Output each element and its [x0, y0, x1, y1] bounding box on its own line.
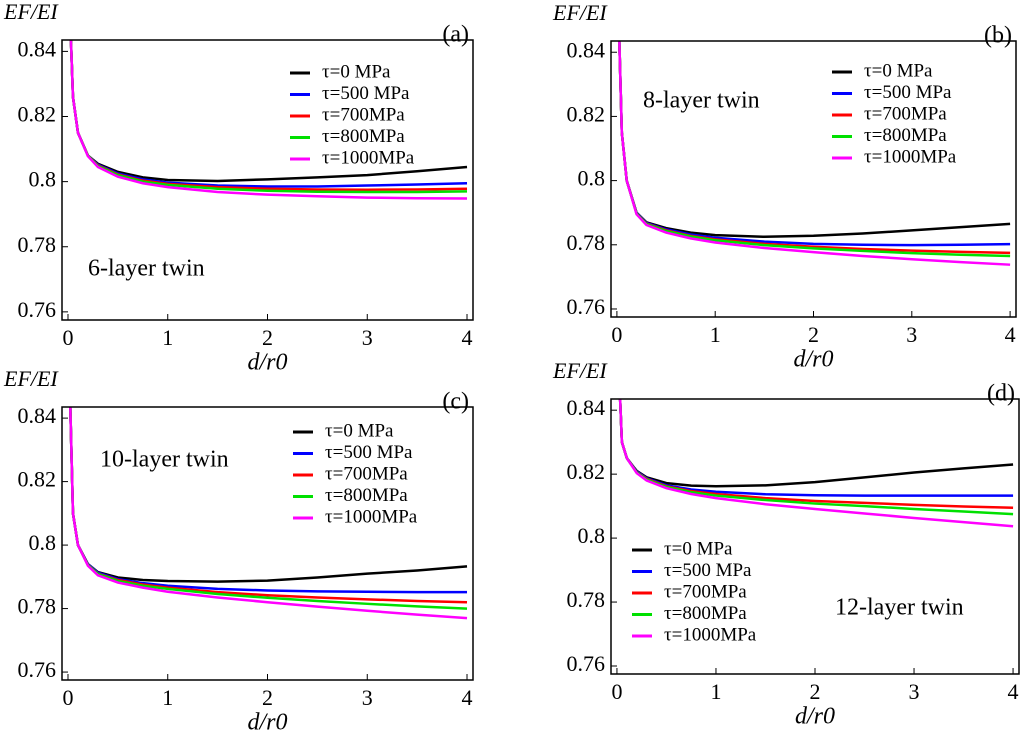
y-axis-label: EF/EI — [3, 366, 59, 391]
axes-frame — [61, 406, 474, 681]
y-axis-label: EF/EI — [552, 358, 608, 383]
line-series — [69, 407, 468, 620]
legend-label: τ=800MPa — [864, 125, 947, 146]
y-tick-label: 0.8 — [29, 167, 57, 192]
y-tick-label: 0.84 — [567, 395, 606, 420]
y-tick-label: 0.8 — [578, 166, 606, 191]
y-tick-label: 0.76 — [18, 657, 57, 682]
annotation: 8-layer twin — [643, 88, 760, 114]
y-tick-label: 0.8 — [578, 523, 606, 548]
x-tick-label: 3 — [362, 325, 373, 350]
axes-frame — [61, 39, 474, 321]
legend-label: τ=0 MPa — [864, 60, 933, 81]
annotation: 12-layer twin — [835, 595, 964, 621]
legend-label: τ=500 MPa — [322, 83, 410, 104]
line-series — [69, 40, 468, 200]
line-series — [618, 41, 1011, 258]
y-tick-label: 0.82 — [567, 459, 606, 484]
x-tick-label: 2 — [808, 322, 819, 347]
x-tick-label: 2 — [262, 325, 273, 350]
y-tick-label: 0.84 — [18, 36, 57, 61]
x-tick-label: 4 — [462, 325, 473, 350]
x-tick-label: 4 — [1005, 322, 1016, 347]
legend-label: τ=1000MPa — [864, 146, 957, 167]
x-tick-label: 1 — [710, 679, 721, 704]
x-tick-label: 4 — [462, 685, 473, 710]
legend-label: τ=800MPa — [325, 485, 408, 506]
panel-label: (d) — [987, 381, 1015, 407]
panel-label: (c) — [442, 389, 469, 415]
y-axis-label: EF/EI — [552, 0, 608, 25]
legend-label: τ=0 MPa — [664, 538, 733, 559]
line-series — [618, 41, 1011, 266]
line-series — [618, 41, 1011, 255]
plot-area — [618, 41, 1011, 266]
plot-area — [618, 399, 1014, 528]
x-tick-label: 3 — [362, 685, 373, 710]
y-tick-label: 0.82 — [18, 467, 57, 492]
legend-label: τ=500 MPa — [664, 560, 752, 581]
legend-label: τ=800MPa — [322, 126, 405, 147]
line-series — [618, 41, 1011, 239]
annotation: 6-layer twin — [88, 256, 205, 282]
plot-area — [69, 40, 468, 200]
legend-label: τ=700MPa — [864, 103, 947, 124]
x-tick-label: 2 — [810, 679, 821, 704]
x-axis-label: d/r0 — [247, 350, 287, 376]
x-tick-label: 1 — [162, 325, 173, 350]
y-tick-label: 0.82 — [18, 102, 57, 127]
y-tick-label: 0.76 — [567, 294, 606, 319]
line-series — [618, 41, 1011, 247]
legend-label: τ=700MPa — [322, 104, 405, 125]
legend-label: τ=1000MPa — [325, 506, 418, 527]
line-series — [618, 399, 1014, 528]
x-tick-label: 0 — [62, 325, 73, 350]
y-tick-label: 0.78 — [18, 232, 57, 257]
x-axis-label: d/r0 — [795, 704, 835, 730]
legend-label: τ=1000MPa — [322, 147, 415, 168]
legend-label: τ=700MPa — [664, 581, 747, 602]
x-tick-label: 2 — [262, 685, 273, 710]
plot-area — [69, 407, 468, 620]
x-tick-label: 3 — [906, 322, 917, 347]
legend-label: τ=500 MPa — [325, 442, 413, 463]
x-tick-label: 1 — [162, 685, 173, 710]
legend-label: τ=700MPa — [325, 463, 408, 484]
y-tick-label: 0.84 — [18, 403, 57, 428]
x-tick-label: 3 — [909, 679, 920, 704]
annotation: 10-layer twin — [100, 447, 229, 473]
legend-label: τ=1000MPa — [664, 624, 757, 645]
y-axis-label: EF/EI — [3, 0, 59, 24]
legend-label: τ=800MPa — [664, 603, 747, 624]
legend-label: τ=0 MPa — [322, 61, 391, 82]
x-tick-label: 0 — [611, 679, 622, 704]
y-tick-label: 0.76 — [18, 297, 57, 322]
x-tick-label: 0 — [611, 322, 622, 347]
panel-label: (a) — [442, 22, 469, 48]
y-tick-label: 0.84 — [567, 37, 606, 62]
x-axis-label: d/r0 — [247, 710, 287, 736]
legend-label: τ=500 MPa — [864, 82, 952, 103]
x-tick-label: 0 — [62, 685, 73, 710]
x-tick-label: 4 — [1008, 679, 1019, 704]
x-axis-label: d/r0 — [793, 347, 833, 373]
legend-label: τ=0 MPa — [325, 420, 394, 441]
y-tick-label: 0.8 — [29, 530, 57, 555]
axes-frame — [610, 40, 1017, 318]
y-tick-label: 0.78 — [18, 594, 57, 619]
y-tick-label: 0.82 — [567, 101, 606, 126]
y-tick-label: 0.78 — [567, 587, 606, 612]
panel-label: (b) — [984, 23, 1012, 49]
y-tick-label: 0.76 — [567, 651, 606, 676]
x-tick-label: 1 — [710, 322, 721, 347]
y-tick-label: 0.78 — [567, 230, 606, 255]
axes-frame — [610, 398, 1020, 675]
